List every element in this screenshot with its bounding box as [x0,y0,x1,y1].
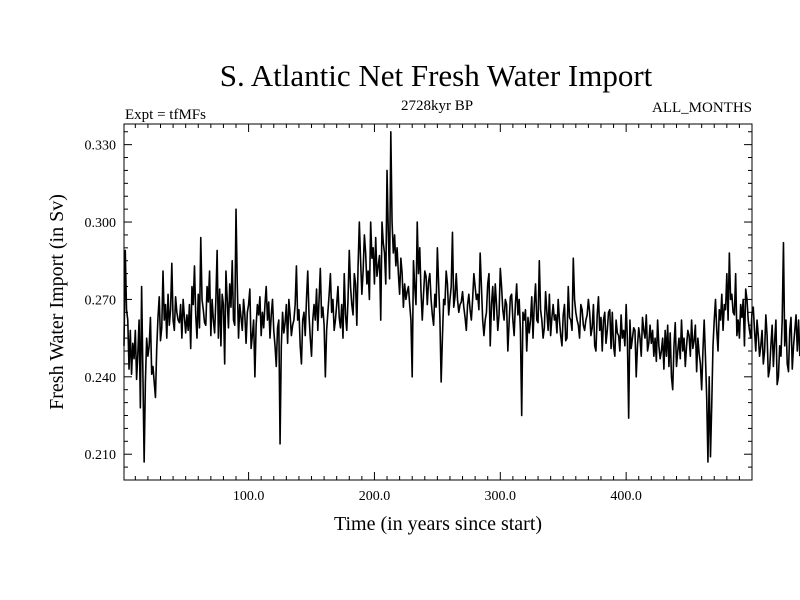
chart-title: S. Atlantic Net Fresh Water Import [220,58,653,93]
x-axis-label: Time (in years since start) [334,513,542,535]
x-tick-label: 100.0 [233,489,265,504]
y-axis-label: Fresh Water Import (in Sv) [46,194,68,410]
months-label: ALL_MONTHS [652,100,752,116]
y-tick-label: 0.300 [85,216,117,231]
x-tick-label: 400.0 [610,489,642,504]
series-line [123,130,800,463]
expt-label: Expt = tfMFs [125,107,206,123]
x-axis: 100.0 200.0 300.0 400.0 [134,124,740,504]
y-tick-label: 0.270 [85,293,117,308]
y-tick-label: 0.330 [85,139,117,154]
x-tick-label: 300.0 [485,489,517,504]
chart-subtitle: 2728kyr BP [401,98,473,114]
x-tick-label: 200.0 [359,489,391,504]
y-tick-label: 0.240 [85,371,117,386]
y-tick-label: 0.210 [85,448,117,463]
